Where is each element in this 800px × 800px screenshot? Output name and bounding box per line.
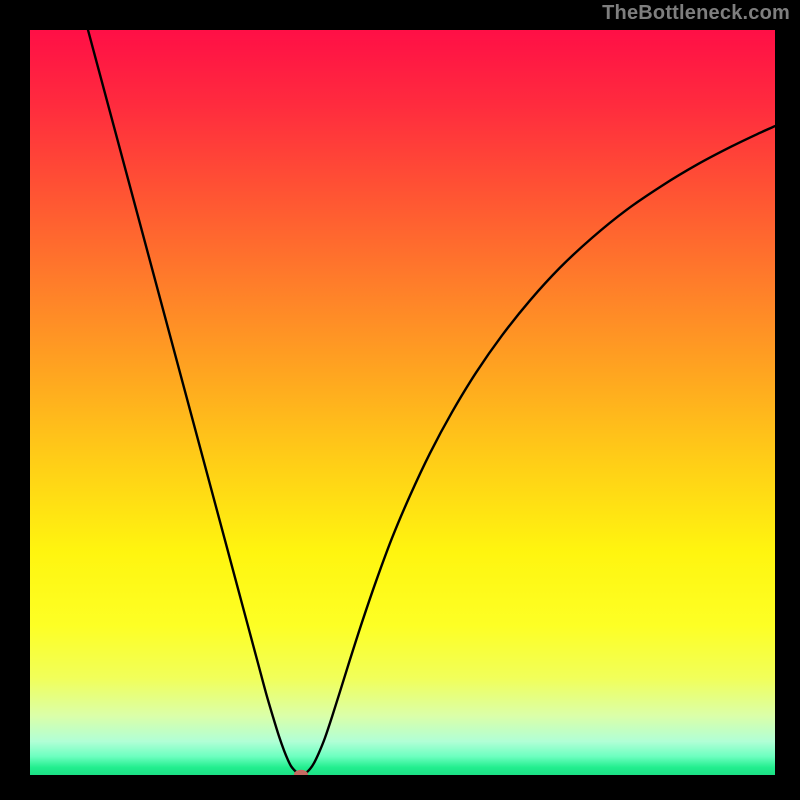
bottleneck-curve [30,30,775,775]
plot-area [30,30,775,775]
watermark-text: TheBottleneck.com [602,2,790,25]
